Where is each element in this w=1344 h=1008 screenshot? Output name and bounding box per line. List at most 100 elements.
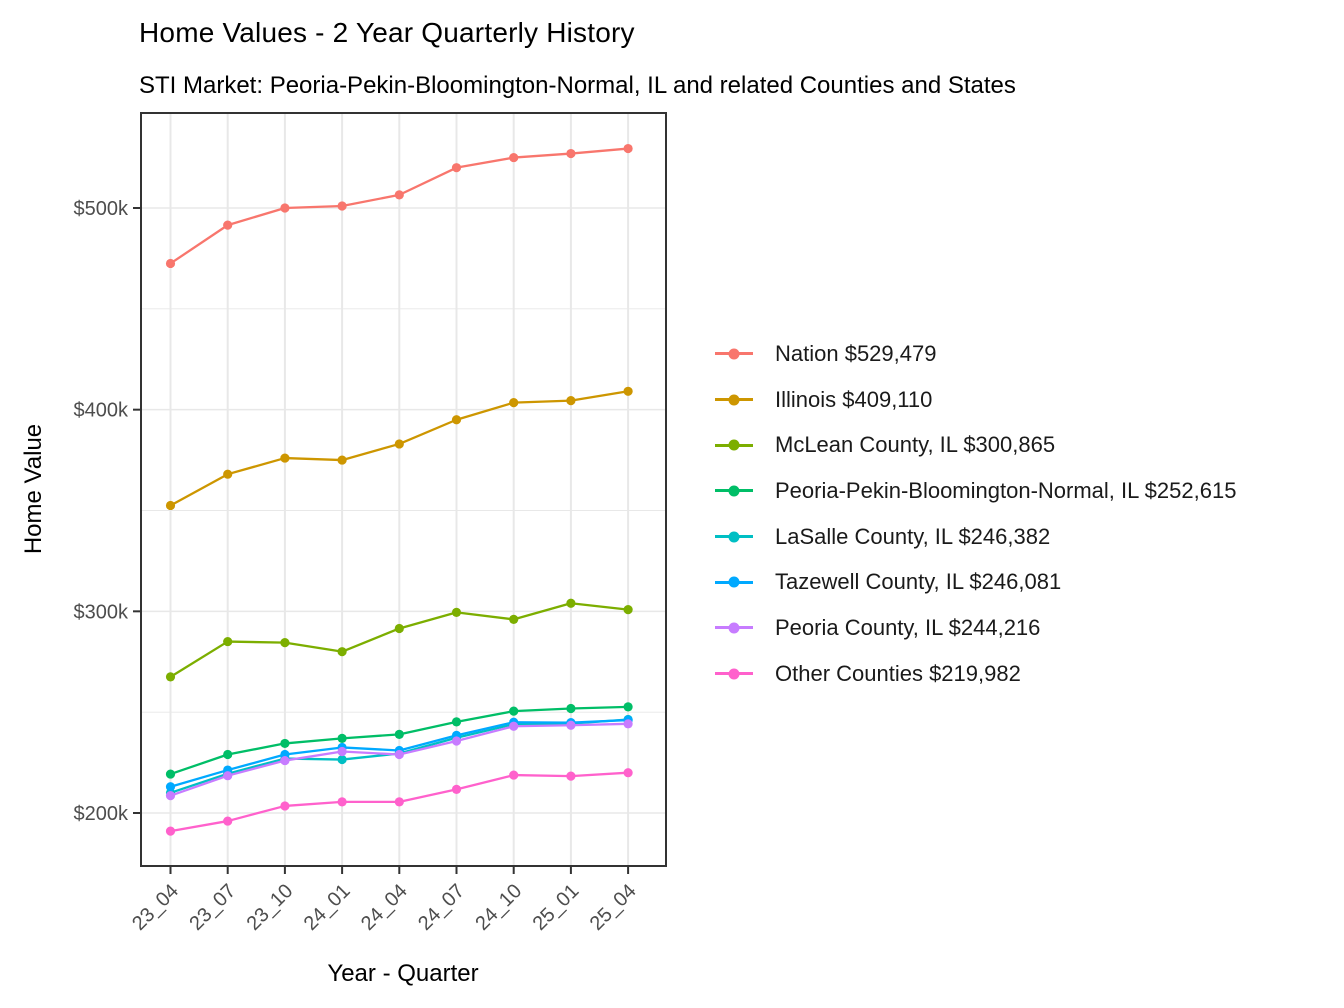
legend-point-icon	[728, 485, 740, 497]
data-point-nation-23_04	[165, 258, 176, 269]
legend-key-line-lasalle-county-il	[715, 531, 753, 543]
legend-entry-other-counties: Other Counties $219,982	[715, 651, 1236, 697]
legend-key-line-illinois	[715, 394, 753, 406]
data-point-peoria-county-il-25_01	[566, 720, 576, 730]
data-point-peoria-county-il-24_07	[451, 736, 462, 746]
legend-label: Other Counties $219,982	[775, 660, 1021, 686]
data-point-mclean-county-il-24_01	[337, 647, 347, 657]
x-tick-label-24-01: 24_01	[300, 880, 355, 935]
data-point-peoria-county-il-23_10	[280, 755, 290, 766]
legend-key-line-peoria-pekin-bloomington-normal-il	[715, 485, 753, 497]
data-point-peoria-county-il-24_01	[337, 746, 347, 757]
legend-point-icon	[728, 394, 740, 406]
panel-border	[140, 112, 667, 867]
legend-entry-tazewell-county-il: Tazewell County, IL $246,081	[715, 559, 1236, 605]
data-point-illinois-25_01	[566, 395, 576, 406]
data-point-peoria-pekin-bloomington-normal-il-25_04	[623, 702, 633, 712]
x-tick-label-24-04: 24_04	[357, 880, 412, 935]
data-point-other-counties-23_10	[280, 801, 290, 811]
x-tick-label-24-10: 24_10	[471, 880, 526, 935]
legend-label: McLean County, IL $300,865	[775, 432, 1056, 458]
data-point-illinois-23_07	[223, 469, 233, 479]
data-point-peoria-county-il-24_04	[394, 749, 404, 760]
legend-point-icon	[728, 348, 740, 360]
y-tick-label: $300k	[74, 601, 129, 623]
legend-label: Peoria-Pekin-Bloomington-Normal, IL $252…	[775, 477, 1237, 503]
legend: Nation $529,479 Illinois $409,110 McLean C…	[715, 331, 1236, 697]
data-point-nation-23_10	[280, 203, 290, 213]
data-point-peoria-county-il-23_07	[223, 771, 233, 781]
y-tick-label: $200k	[74, 803, 129, 825]
data-point-other-counties-24_01	[337, 797, 347, 807]
y-axis-title: Home Value	[20, 423, 47, 555]
data-point-other-counties-25_04	[623, 768, 633, 778]
data-point-mclean-county-il-23_04	[165, 672, 176, 682]
legend-key-line-nation	[715, 348, 753, 360]
y-tick-label: $400k	[74, 400, 129, 422]
data-point-mclean-county-il-23_10	[280, 637, 290, 648]
data-point-illinois-24_04	[394, 439, 404, 449]
legend-point-icon	[728, 668, 740, 680]
data-point-peoria-county-il-25_04	[623, 719, 633, 729]
data-point-other-counties-25_01	[566, 771, 576, 781]
data-point-illinois-25_04	[623, 386, 633, 396]
data-point-tazewell-county-il-23_04	[165, 782, 176, 792]
data-point-peoria-county-il-24_10	[509, 721, 519, 731]
data-point-other-counties-23_04	[165, 826, 176, 836]
x-tick-label-25-04: 25_04	[586, 880, 641, 935]
x-tick-label-23-07: 23_07	[185, 880, 240, 935]
legend-entry-peoria-pekin-bloomington-normal-il: Peoria-Pekin-Bloomington-Normal, IL $252…	[715, 468, 1236, 514]
legend-entry-illinois: Illinois $409,110	[715, 377, 1236, 423]
data-point-mclean-county-il-24_10	[509, 614, 519, 625]
chart-title: Home Values - 2 Year Quarterly History	[139, 17, 635, 48]
legend-point-icon	[728, 576, 740, 588]
legend-entry-peoria-county-il: Peoria County, IL $244,216	[715, 605, 1236, 651]
data-point-other-counties-24_10	[509, 770, 519, 780]
data-point-mclean-county-il-24_04	[394, 623, 404, 634]
data-point-peoria-pekin-bloomington-normal-il-23_07	[223, 749, 233, 760]
legend-label: Peoria County, IL $244,216	[775, 614, 1041, 640]
data-point-illinois-24_10	[509, 398, 519, 408]
x-axis-title: Year - Quarter	[327, 960, 479, 987]
data-point-illinois-24_01	[337, 455, 347, 465]
data-point-peoria-pekin-bloomington-normal-il-25_01	[566, 703, 576, 714]
legend-entry-nation: Nation $529,479	[715, 331, 1236, 377]
data-point-other-counties-23_07	[223, 816, 233, 826]
legend-label: Tazewell County, IL $246,081	[775, 569, 1062, 595]
legend-label: Nation $529,479	[775, 340, 937, 366]
data-point-nation-24_07	[451, 163, 462, 173]
data-point-illinois-24_07	[451, 415, 462, 425]
x-tick-label-25-01: 25_01	[529, 880, 584, 935]
legend-point-icon	[728, 531, 740, 543]
data-point-peoria-pekin-bloomington-normal-il-23_10	[280, 738, 290, 749]
data-point-other-counties-24_07	[451, 784, 462, 795]
legend-key-line-mclean-county-il	[715, 439, 753, 451]
data-point-nation-25_01	[566, 148, 576, 159]
legend-entry-lasalle-county-il: LaSalle County, IL $246,382	[715, 514, 1236, 560]
data-point-nation-25_04	[623, 143, 633, 154]
data-point-nation-24_04	[394, 190, 404, 200]
y-tick-label: $500k	[74, 198, 129, 220]
data-point-peoria-pekin-bloomington-normal-il-24_10	[509, 706, 519, 716]
data-point-illinois-23_04	[165, 500, 176, 511]
x-tick-label-23-04: 23_04	[128, 880, 183, 935]
legend-label: LaSalle County, IL $246,382	[775, 523, 1051, 549]
data-point-peoria-county-il-23_04	[165, 791, 176, 801]
data-point-mclean-county-il-23_07	[223, 636, 233, 647]
data-point-peoria-pekin-bloomington-normal-il-24_07	[451, 717, 462, 727]
data-point-peoria-pekin-bloomington-normal-il-24_04	[394, 729, 404, 739]
legend-point-icon	[728, 622, 740, 634]
chart-subtitle: STI Market: Peoria-Pekin-Bloomington-Nor…	[139, 72, 1016, 99]
data-point-nation-24_01	[337, 201, 347, 211]
legend-key-line-tazewell-county-il	[715, 576, 753, 588]
data-point-other-counties-24_04	[394, 797, 404, 807]
data-point-mclean-county-il-24_07	[451, 607, 462, 617]
data-point-mclean-county-il-25_04	[623, 604, 633, 615]
legend-label: Illinois $409,110	[775, 386, 933, 412]
data-point-peoria-pekin-bloomington-normal-il-24_01	[337, 733, 347, 743]
legend-key-line-other-counties	[715, 668, 753, 680]
data-point-illinois-23_10	[280, 453, 290, 463]
legend-point-icon	[728, 439, 740, 451]
